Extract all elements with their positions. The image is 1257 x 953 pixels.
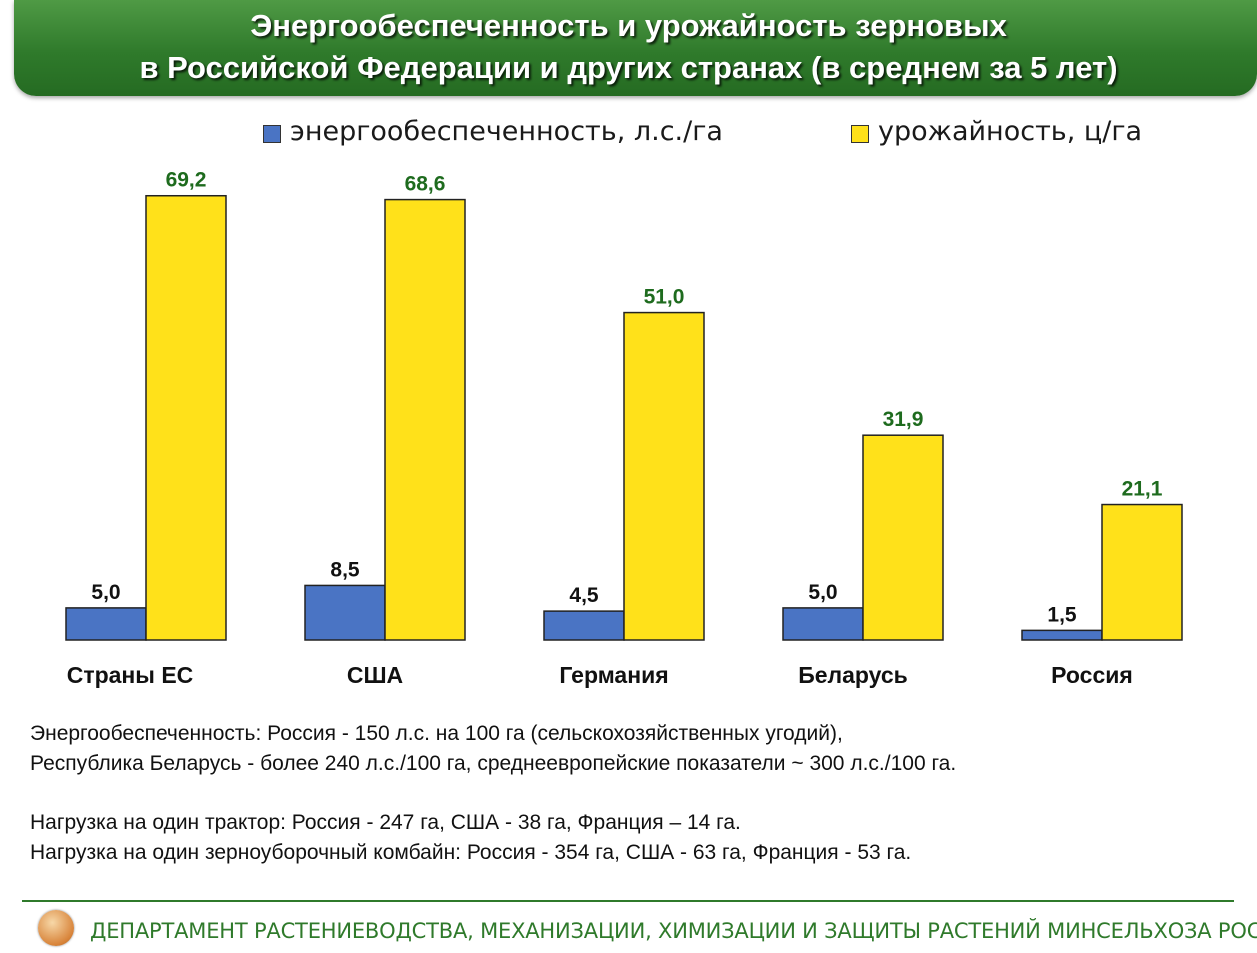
data-label-energy: 1,5 bbox=[1047, 603, 1077, 626]
footer-divider bbox=[22, 900, 1234, 902]
bar-yield bbox=[145, 194, 227, 641]
title-banner bbox=[14, 0, 1257, 96]
data-label-yield: 21,1 bbox=[1122, 478, 1163, 501]
category-label: США bbox=[347, 662, 403, 688]
note-energy-belarus: Республика Беларусь - более 240 л.с./100… bbox=[30, 752, 957, 775]
note-energy-russia: Энергообеспеченность: Россия - 150 л.с. … bbox=[30, 722, 843, 745]
category-label: Беларусь bbox=[798, 662, 908, 688]
data-label-yield: 51,0 bbox=[644, 286, 685, 309]
data-label-energy: 8,5 bbox=[330, 558, 360, 581]
chart-title-line-2: в Российской Федерации и других странах … bbox=[139, 50, 1118, 85]
data-label-energy: 5,0 bbox=[808, 581, 837, 604]
bar-yield bbox=[862, 434, 944, 641]
bar-yield bbox=[384, 198, 466, 641]
ministry-logo-icon bbox=[38, 910, 74, 946]
legend-label-yield: урожайность, ц/га bbox=[878, 116, 1143, 147]
category-label: Россия bbox=[1051, 662, 1133, 688]
note-combine-load: Нагрузка на один зерноуборочный комбайн:… bbox=[30, 841, 912, 864]
note-tractor-load: Нагрузка на один трактор: Россия - 247 г… bbox=[30, 811, 741, 834]
category-label: Германия bbox=[559, 662, 668, 688]
footer-department: ДЕПАРТАМЕНТ РАСТЕНИЕВОДСТВА, МЕХАНИЗАЦИИ… bbox=[90, 919, 1257, 943]
category-label: Страны ЕС bbox=[67, 662, 194, 688]
bar-energy bbox=[65, 607, 147, 641]
data-label-yield: 31,9 bbox=[883, 408, 924, 431]
bar-energy bbox=[543, 610, 625, 641]
legend-label-energy: энергообеспеченность, л.с./га bbox=[290, 116, 723, 147]
data-label-yield: 69,2 bbox=[166, 169, 207, 192]
legend-swatch-yield bbox=[851, 125, 869, 143]
data-label-yield: 68,6 bbox=[405, 173, 446, 196]
bar-energy bbox=[782, 607, 864, 641]
bar-yield bbox=[1101, 503, 1183, 641]
data-label-energy: 4,5 bbox=[569, 584, 599, 607]
chart-title-line-1: Энергообеспеченность и урожайность зерно… bbox=[250, 8, 1007, 43]
bar-energy bbox=[304, 584, 386, 641]
bar-yield bbox=[623, 311, 705, 641]
legend-swatch-energy bbox=[263, 125, 281, 143]
bar-chart: 5,0 69,2 Страны ЕС 8,5 68,6 США 4,5 51,0 Германи… bbox=[65, 169, 1183, 688]
bar-energy bbox=[1021, 629, 1103, 641]
data-label-energy: 5,0 bbox=[91, 581, 120, 604]
